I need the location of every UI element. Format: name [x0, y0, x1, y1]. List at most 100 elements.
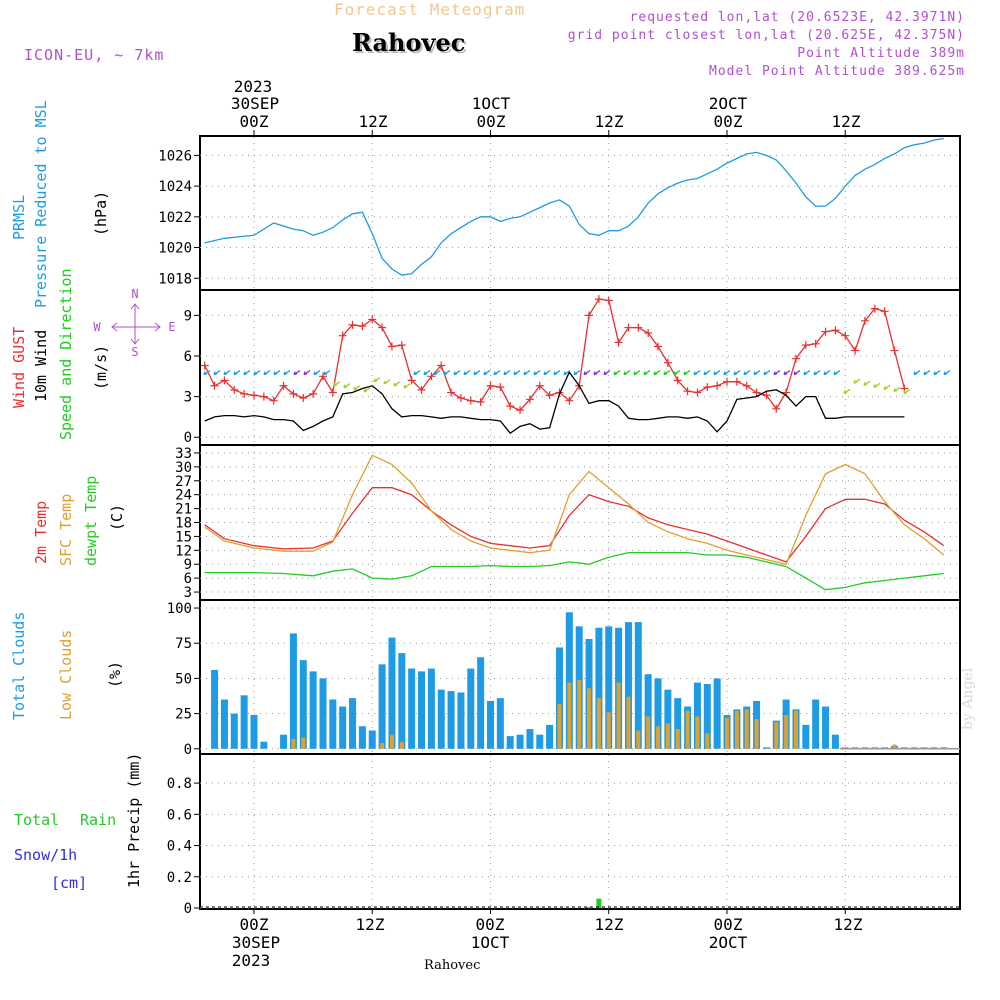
- wind-direction-arrow: [333, 381, 341, 387]
- y-tick-label: 9: [184, 557, 192, 573]
- chart-marks: [200, 139, 960, 909]
- top-hour-label: 12Z: [832, 112, 861, 131]
- bottom-hour-label: 12Z: [834, 915, 863, 934]
- series-line-sfc-temp: [204, 454, 945, 565]
- wind-direction-arrow: [323, 370, 331, 376]
- wind-direction-arrow: [373, 377, 381, 383]
- wind-direction-arrow: [873, 382, 881, 388]
- wind-direction-arrow: [893, 386, 901, 393]
- low-cloud-bar: [636, 730, 641, 749]
- total-cloud-bar: [605, 626, 613, 749]
- wind-direction-arrow: [853, 378, 861, 384]
- total-cloud-bar: [427, 668, 435, 749]
- wind-direction-arrow: [433, 370, 441, 376]
- gust-marker: [604, 296, 613, 305]
- wind-direction-arrow: [563, 370, 571, 376]
- gust-marker: [456, 393, 465, 402]
- gust-marker: [378, 323, 387, 332]
- wind-direction-arrow: [553, 370, 561, 376]
- wind-direction-arrow: [683, 370, 691, 376]
- rain-bar: [596, 898, 602, 908]
- gust-marker: [693, 388, 702, 397]
- wind-direction-arrow: [223, 370, 231, 376]
- wind-direction-arrow: [783, 370, 791, 376]
- low-cloud-bar: [665, 723, 670, 749]
- gust-marker: [200, 361, 209, 370]
- wind-direction-arrow: [813, 370, 821, 376]
- temp-sfc-label: SFC Temp: [57, 494, 75, 566]
- gust-marker: [811, 339, 820, 348]
- y-tick-label: 21: [175, 502, 192, 518]
- y-tick-label: 0: [184, 901, 192, 917]
- wind-direction-arrow: [393, 381, 401, 387]
- gust-marker: [506, 402, 515, 411]
- y-tick-label: 0.8: [167, 776, 192, 792]
- gust-marker: [338, 331, 347, 340]
- gust-marker: [368, 315, 377, 324]
- gust-marker: [752, 388, 761, 397]
- wind-direction-arrow: [743, 370, 751, 376]
- gust-marker: [663, 358, 672, 367]
- total-cloud-bar: [812, 699, 820, 749]
- low-cloud-bar: [675, 729, 680, 749]
- wind-direction-arrow: [233, 370, 241, 376]
- top-hour-label: 12Z: [595, 112, 624, 131]
- total-cloud-bar: [437, 689, 445, 749]
- total-cloud-bar: [664, 689, 672, 749]
- chart-grid: [200, 137, 960, 909]
- y-tick-label: 24: [175, 488, 192, 504]
- low-cloud-bar: [734, 710, 739, 749]
- gust-marker: [841, 331, 850, 340]
- wind-direction-arrow: [673, 370, 681, 376]
- bottom-hour-label: 12Z: [356, 915, 385, 934]
- wind-direction-arrow: [753, 370, 761, 376]
- gust-marker: [673, 376, 682, 385]
- wind-direction-arrow: [703, 370, 711, 376]
- gust-marker: [250, 391, 258, 400]
- low-cloud-bar: [587, 688, 592, 749]
- top-date-label: 2OCT: [709, 94, 748, 113]
- model-name: ICON-EU, ~ 7km: [24, 46, 165, 64]
- gust-marker: [328, 388, 337, 397]
- total-cloud-bar: [299, 660, 307, 749]
- total-cloud-bar: [289, 633, 297, 749]
- gust-marker: [624, 323, 633, 332]
- wind-10m-label: 10m Wind: [32, 330, 50, 402]
- series-line-10m-wind: [204, 370, 905, 435]
- total-cloud-bar: [220, 699, 228, 749]
- total-clouds-label: Total Clouds: [10, 612, 28, 720]
- low-cloud-bar: [793, 710, 798, 749]
- low-cloud-bar: [399, 741, 404, 749]
- y-tick-label: 1020: [158, 241, 192, 257]
- wind-direction-arrow: [583, 370, 591, 376]
- y-tick-label: 6: [184, 571, 192, 587]
- gust-marker: [466, 396, 475, 405]
- y-tick-label: 75: [175, 636, 192, 652]
- low-cloud-bar: [695, 716, 700, 749]
- total-cloud-bar: [822, 706, 830, 749]
- bottom-time-axis: 00Z 12Z 00Z 12Z 00Z 12Z 30SEP 1OCT 2OCT …: [232, 915, 863, 970]
- low-cloud-bar: [606, 712, 611, 749]
- temp-unit: (C): [108, 504, 126, 531]
- wind-direction-arrow: [603, 370, 611, 376]
- total-cloud-bar: [211, 669, 219, 749]
- precip-snow-unit: [cm]: [51, 874, 87, 892]
- low-cloud-bar: [784, 715, 789, 749]
- gust-marker: [387, 342, 396, 351]
- wind-direction-arrow: [643, 370, 651, 376]
- y-tick-label: 9: [184, 308, 192, 324]
- low-cloud-bar: [685, 710, 690, 749]
- top-hour-label: 12Z: [359, 112, 388, 131]
- wind-direction-arrow: [353, 385, 361, 391]
- total-cloud-bar: [487, 700, 494, 749]
- gust-marker: [585, 311, 594, 320]
- gust-marker: [259, 392, 268, 401]
- watermark: by Angel: [960, 667, 976, 730]
- total-cloud-bar: [309, 671, 317, 749]
- low-cloud-bar: [380, 743, 385, 749]
- wind-direction-arrow: [263, 370, 271, 376]
- wind-direction-arrow: [733, 370, 741, 376]
- wind-direction-arrow: [713, 370, 721, 376]
- gust-marker: [318, 372, 327, 381]
